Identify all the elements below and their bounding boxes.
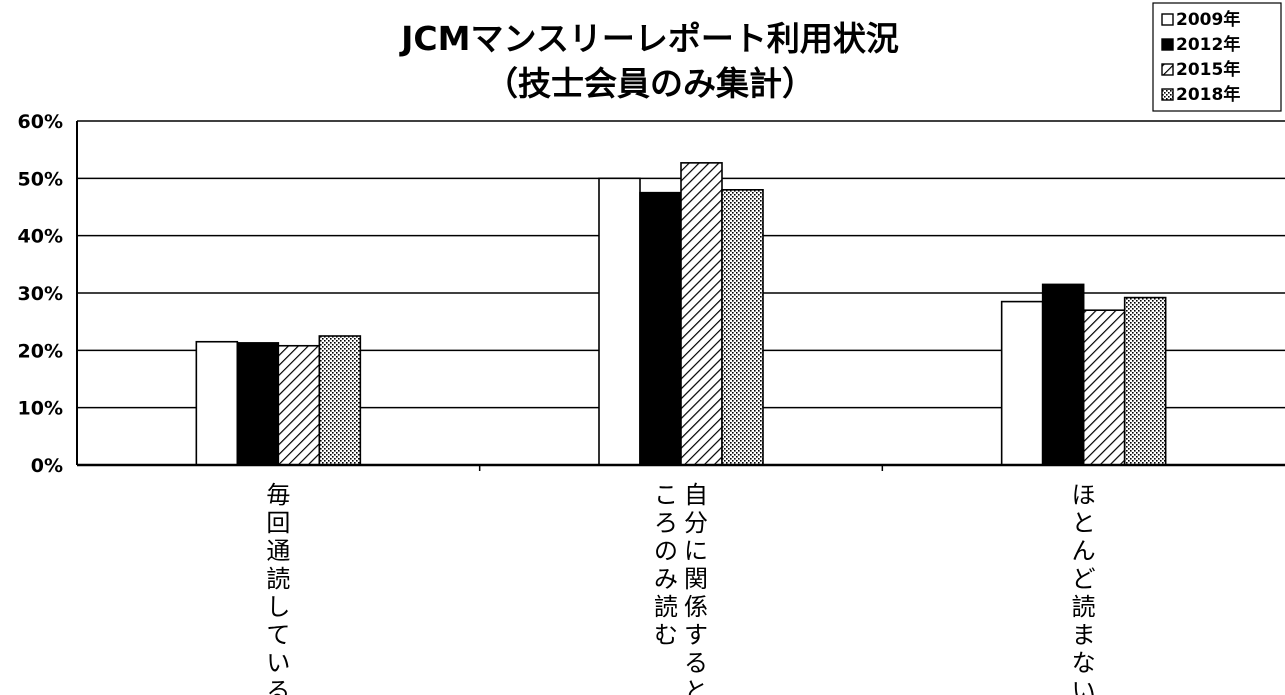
y-tick-label: 60% [18, 111, 63, 133]
category-labels: 毎回通読している 自分に関係するところのみ読む ほとんど読まない [266, 481, 1095, 695]
bar [721, 189, 764, 466]
category-label: ほとんど読まない [1072, 481, 1096, 695]
legend-swatch [1161, 13, 1174, 26]
bar [680, 162, 723, 466]
y-tick-label: 10% [18, 398, 63, 420]
legend-swatch [1161, 63, 1174, 76]
legend-label: 2015年 [1176, 59, 1240, 80]
y-tick-label: 30% [18, 283, 63, 305]
y-axis-ticks: 0% 10% 20% 30% 40% 50% 60% [18, 111, 63, 477]
bar [1082, 309, 1126, 466]
chart-subtitle: （技士会員のみ集計） [485, 64, 815, 103]
bar [1041, 283, 1085, 466]
axes [76, 121, 1285, 471]
bar [1123, 296, 1167, 466]
category-label: 毎回通読している [266, 481, 290, 695]
bar [318, 335, 362, 466]
chart-title: JCMマンスリーレポート利用状況 [399, 19, 899, 58]
legend-label: 2009年 [1176, 9, 1240, 30]
y-tick-label: 40% [18, 226, 63, 248]
legend-label: 2018年 [1176, 84, 1240, 105]
bars [195, 162, 1167, 466]
category-label: 自分に関係するところのみ読む [654, 481, 708, 695]
bar [236, 342, 280, 466]
bar [277, 344, 321, 466]
y-tick-label: 50% [18, 168, 63, 190]
legend-swatch [1161, 88, 1174, 101]
legend-label: 2012年 [1176, 34, 1240, 55]
y-tick-label: 0% [31, 455, 63, 477]
y-tick-label: 20% [18, 340, 63, 362]
legend-box [1152, 2, 1282, 112]
bar [195, 340, 239, 466]
bar [1000, 300, 1044, 466]
bar [598, 177, 641, 466]
bar [639, 191, 682, 466]
legend: 2009年 2012年 2015年 2018年 [1152, 2, 1282, 112]
legend-swatch [1161, 38, 1174, 51]
